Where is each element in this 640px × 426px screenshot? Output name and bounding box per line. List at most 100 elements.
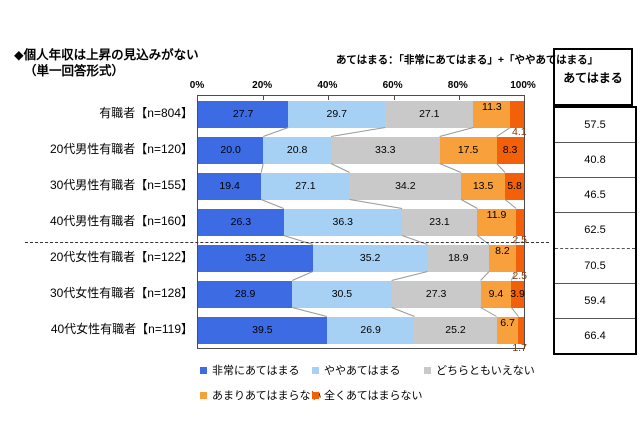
bar-segment-label: 23.1	[429, 216, 450, 228]
legend-label: ややあてはまる	[324, 365, 401, 377]
plot-area: 27.7 29.7 27.1 11.3 4.1 20.0 20.8 33.3 17.5 8.3 19…	[197, 95, 527, 354]
category-label: 40代女性有職者【n=119】	[50, 322, 193, 336]
x-axis-tick-label: 100%	[510, 80, 536, 91]
category-label: 30代男性有職者【n=155】	[49, 178, 193, 192]
bar-segment: 20.8	[263, 136, 331, 164]
bar-row: 27.7 29.7 27.1 11.3 4.1	[198, 100, 527, 138]
legend-item: ややあてはまる	[312, 362, 401, 378]
bar-segment-label: 34.2	[395, 180, 416, 192]
bar-segment: 26.9	[326, 316, 415, 344]
summary-value-cell: 59.4	[555, 284, 635, 319]
legend-item: どちらともいえない	[424, 362, 535, 378]
legend-marker-icon	[424, 366, 431, 374]
bar-segment: 19.4	[198, 172, 262, 200]
bar-segment-label: 39.5	[252, 324, 273, 336]
category-label: 30代女性有職者【n=128】	[49, 286, 193, 300]
bar-segment: 8.3	[496, 136, 524, 164]
bar-segment: 1.7	[512, 316, 527, 354]
bar-segment: 25.2	[414, 316, 497, 344]
legend-item: 非常にあてはまる	[200, 362, 300, 378]
bar-segment-label: 17.5	[457, 144, 479, 156]
bar-segment-label: 27.7	[232, 108, 254, 120]
bar-segment: 8.2	[489, 244, 516, 272]
bar-segment-label: 11.3	[482, 100, 502, 113]
bar-segment-label: 5.8	[507, 180, 522, 192]
legend-item: 全くあてはまらない	[312, 387, 423, 403]
summary-value-cell: 62.5	[555, 213, 635, 249]
bar-segment-label: 36.3	[332, 216, 353, 228]
x-axis-tick-label: 40%	[317, 80, 338, 91]
bar-row: 39.5 26.9 25.2 6.7 1.7	[198, 316, 527, 354]
bar-segment: 3.9	[510, 280, 525, 308]
axis-tickmark	[263, 96, 265, 100]
bar-segment-label: 27.1	[295, 180, 316, 192]
category-label: 20代女性有職者【n=122】	[49, 250, 193, 264]
bar-segment-label: 18.9	[448, 252, 469, 264]
bar-segment: 17.5	[439, 136, 497, 164]
bar-segment-label: 33.3	[375, 144, 396, 156]
bar-segment: 33.3	[330, 136, 440, 164]
bar-segment-label: 35.2	[359, 252, 381, 264]
chart-subtitle: （単一回答形式）	[24, 64, 125, 78]
bar-segment: 29.7	[288, 100, 386, 128]
bar-segment-label: 11.9	[486, 208, 507, 221]
bar-row: 19.4 27.1 34.2 13.5 5.8	[198, 172, 524, 200]
x-axis-tick-label: 20%	[252, 80, 273, 91]
bar-segment-label: 2.5	[512, 269, 527, 282]
bar-segment: 5.8	[505, 172, 524, 200]
bar-segment: 39.5	[198, 316, 327, 344]
bar-segment: 13.5	[461, 172, 506, 200]
bar-segment-label: 27.3	[425, 288, 447, 300]
summary-table-body: 57.5 40.8 46.5 62.5 70.5 59.4 66.4	[553, 106, 637, 355]
bar-segment: 27.3	[391, 280, 481, 308]
legend-label: あまりあてはまらない	[212, 390, 322, 402]
bar-segment: 27.7	[198, 100, 289, 128]
bar-segment-label: 8.2	[495, 244, 510, 257]
bar-segment: 11.3	[473, 100, 511, 128]
legend-marker-icon	[312, 366, 319, 374]
bar-segment: 11.9	[477, 208, 516, 236]
x-axis-tick-label: 60%	[382, 80, 403, 91]
bar-segment: 20.0	[198, 136, 264, 164]
bar-segment-label: 6.7	[500, 316, 515, 329]
series-connector-lines	[260, 127, 519, 317]
bar-segment: 28.9	[198, 280, 293, 308]
bar-segment: 27.1	[261, 172, 350, 200]
bar-segment-label: 30.5	[331, 288, 353, 300]
category-label: 20代男性有職者【n=120】	[49, 142, 193, 156]
axis-tickmark	[393, 96, 395, 100]
legend-marker-icon	[200, 366, 207, 374]
axis-tickmark	[328, 96, 330, 100]
bar-segment: 26.3	[198, 208, 284, 236]
summary-value-cell: 40.8	[555, 143, 635, 179]
x-axis-tick-label: 0%	[189, 80, 205, 91]
category-label: 有職者【n=804】	[99, 106, 193, 120]
bar-segment-label: 26.3	[230, 216, 252, 228]
gender-separator-line	[25, 242, 549, 243]
bar-segment: 6.7	[496, 316, 519, 344]
bar-segment-label: 26.9	[360, 324, 381, 336]
summary-table: あてはまる 57.5 40.8 46.5 62.5 70.5 59.4 66.4	[553, 48, 637, 355]
legend-label: 非常にあてはまる	[212, 365, 300, 377]
bar-segment: 4.1	[510, 100, 527, 138]
bar-segment-label: 28.9	[234, 288, 256, 300]
bar-segment-label: 3.9	[510, 288, 525, 300]
bar-row: 20.0 20.8 33.3 17.5 8.3	[198, 136, 524, 164]
bar-segment: 30.5	[292, 280, 392, 308]
chart-title: ◆個人年収は上昇の見込みがない	[14, 48, 199, 62]
x-axis-tick-label: 80%	[447, 80, 468, 91]
legend-label: どちらともいえない	[436, 365, 535, 377]
bar-row: 35.2 35.2 18.9 8.2 2.5	[198, 244, 527, 282]
bar-segment: 27.1	[385, 100, 474, 128]
summary-table-header: あてはまる	[553, 48, 633, 106]
legend-marker-icon	[200, 391, 207, 399]
summary-value-cell: 46.5	[555, 178, 635, 214]
category-label: 40代男性有職者【n=160】	[49, 214, 193, 228]
bar-segment: 35.2	[198, 244, 313, 272]
bar-segment-label: 25.2	[445, 324, 466, 336]
bar-row: 26.3 36.3 23.1 11.9 2.5	[198, 208, 527, 246]
legend-label: 全くあてはまらない	[324, 390, 423, 402]
axis-tickmark	[458, 96, 460, 100]
bar-segment: 36.3	[283, 208, 402, 236]
